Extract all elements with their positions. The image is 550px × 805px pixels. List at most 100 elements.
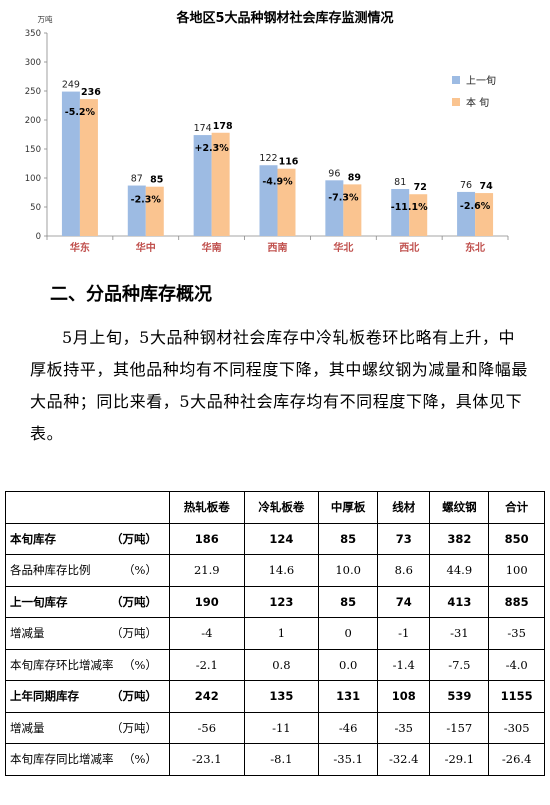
table-cell: 21.9 — [169, 554, 245, 587]
section-heading: 二、分品种库存概况 — [50, 284, 212, 305]
paragraph-text: 5月上旬，5大品种钢材社会库存中冷轧板卷环比略有上升，中厚板持平，其他品种均有不… — [30, 328, 529, 443]
change-label: -7.3% — [328, 192, 359, 203]
row-label-cell: 增减量 （万吨） — [5, 711, 170, 744]
table-cell: -56 — [169, 711, 245, 744]
table-cell: 0.0 — [318, 648, 379, 681]
table-header-row: 热轧板卷 冷轧板卷 中厚板 线材 螺纹钢 合计 — [5, 491, 545, 524]
table-cell: -2.1 — [169, 648, 245, 681]
column-header: 冷轧板卷 — [243, 491, 320, 524]
table-cell: -1 — [377, 617, 431, 650]
chart-title: 各地区5大品种钢材社会库存监测情况 — [175, 10, 393, 26]
category-label: 西南 — [268, 241, 288, 254]
y-unit-label: 万吨 — [38, 14, 53, 24]
data-label-curr: 72 — [414, 182, 427, 193]
table-cell: 413 — [429, 585, 490, 618]
row-unit: （万吨） — [111, 531, 157, 546]
table-cell: 100 — [488, 554, 545, 587]
table-cell: -35.1 — [318, 743, 379, 776]
table-cell: 74 — [377, 585, 431, 618]
category-label: 华南 — [202, 241, 222, 254]
change-label: -2.3% — [131, 195, 162, 206]
table-cell: 131 — [318, 680, 379, 713]
table-cell: -157 — [429, 711, 490, 744]
data-label-prev: 76 — [460, 180, 472, 191]
header-corner — [5, 491, 170, 524]
change-label: +2.3% — [194, 143, 229, 154]
table-row: 上年同期库存 （万吨） 242 135 131 108 539 1155 — [5, 680, 545, 713]
row-label: 本旬库存同比增减率 — [10, 752, 114, 767]
bar-curr-4 — [343, 184, 362, 236]
column-header: 热轧板卷 — [169, 491, 245, 524]
row-label: 本旬库存环比增减率 — [10, 657, 114, 672]
table-cell: -8.1 — [243, 743, 320, 776]
data-label-prev: 122 — [259, 153, 277, 164]
y-tick-label: 250 — [25, 87, 41, 97]
table-cell: 135 — [243, 680, 320, 713]
table-cell: 85 — [318, 522, 379, 555]
table-cell: 123 — [243, 585, 320, 618]
table-cell: 382 — [429, 522, 490, 555]
table-row: 本旬库存环比增减率 （%） -2.1 0.8 0.0 -1.4 -7.5 -4.0 — [5, 648, 545, 681]
table-cell: 14.6 — [243, 554, 320, 587]
row-label: 增减量 — [10, 626, 45, 641]
data-label-curr: 236 — [81, 87, 101, 98]
table-cell: 124 — [243, 522, 320, 555]
legend-label: 本 旬 — [466, 96, 489, 109]
y-tick-label: 350 — [25, 29, 41, 39]
row-label-cell: 本旬库存 （万吨） — [5, 522, 170, 555]
table-cell: -46 — [318, 711, 379, 744]
column-header: 螺纹钢 — [429, 491, 490, 524]
row-label-cell: 上年同期库存 （万吨） — [5, 680, 170, 713]
section-paragraph: 5月上旬，5大品种钢材社会库存中冷轧板卷环比略有上升，中厚板持平，其他品种均有不… — [30, 322, 530, 450]
change-label: -11.1% — [391, 202, 428, 213]
table-row: 上一旬库存 （万吨） 190 123 85 74 413 885 — [5, 585, 545, 618]
bar-prev-1 — [127, 185, 146, 236]
bar-curr-2 — [211, 132, 230, 236]
table-row: 增减量 （万吨） -56 -11 -46 -35 -157 -305 — [5, 711, 545, 744]
table-row: 本旬库存同比增减率 （%） -23.1 -8.1 -35.1 -32.4 -29.1 -26.… — [5, 743, 545, 776]
row-unit: （万吨） — [111, 720, 157, 735]
table-cell: -11 — [243, 711, 320, 744]
row-unit: （万吨） — [111, 689, 157, 704]
table-cell: -4.0 — [488, 648, 545, 681]
table-cell: -31 — [429, 617, 490, 650]
bar-prev-5 — [391, 189, 410, 236]
row-label-cell: 本旬库存同比增减率 （%） — [5, 743, 170, 776]
table-cell: 850 — [488, 522, 545, 555]
bar-curr-0 — [79, 99, 98, 237]
inventory-bar-chart: 各地区5大品种钢材社会库存监测情况 万吨 0 50 100 150 200 250 300 350… — [25, 10, 509, 254]
table-cell: 190 — [169, 585, 245, 618]
table-cell: 1 — [243, 617, 320, 650]
table-row: 本旬库存 （万吨） 186 124 85 73 382 850 — [5, 522, 545, 555]
row-label-cell: 增减量 （万吨） — [5, 617, 170, 650]
row-label-cell: 各品种库存比例 （%） — [5, 554, 170, 587]
change-label: -2.6% — [460, 201, 491, 212]
data-label-prev: 174 — [194, 123, 212, 134]
table-cell: -32.4 — [377, 743, 431, 776]
table-cell: 44.9 — [429, 554, 490, 587]
table-cell: -26.4 — [488, 743, 545, 776]
row-label: 各品种库存比例 — [10, 563, 91, 578]
table-cell: 108 — [377, 680, 431, 713]
data-label-curr: 85 — [150, 175, 163, 186]
y-tick-label: 50 — [30, 203, 41, 213]
data-label-prev: 87 — [131, 174, 143, 185]
data-label-prev: 249 — [62, 80, 80, 91]
bar-prev-0 — [61, 91, 80, 236]
data-label-prev: 81 — [394, 177, 406, 188]
bar-prev-2 — [193, 135, 212, 236]
table-cell: -29.1 — [429, 743, 490, 776]
column-header: 线材 — [377, 491, 431, 524]
category-label: 东北 — [465, 241, 485, 254]
bar-prev-3 — [259, 165, 278, 236]
table-row: 各品种库存比例 （%） 21.9 14.6 10.0 8.6 44.9 100 — [5, 554, 545, 587]
table-cell: 0 — [318, 617, 379, 650]
row-unit: （万吨） — [111, 594, 157, 609]
table-cell: 8.6 — [377, 554, 431, 587]
bar-prev-6 — [457, 191, 476, 236]
table-cell: 242 — [169, 680, 245, 713]
table-cell: 10.0 — [318, 554, 379, 587]
table-cell: 1155 — [488, 680, 545, 713]
change-label: -5.2% — [65, 107, 96, 118]
row-unit: （万吨） — [111, 626, 157, 641]
